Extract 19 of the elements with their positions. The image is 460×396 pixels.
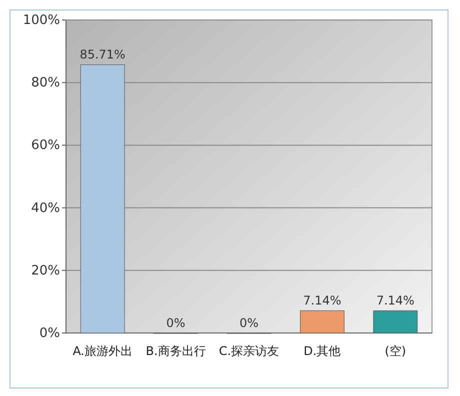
data-label: 0% [166,316,186,330]
bar [80,64,125,334]
y-tick-label: 60% [31,138,60,154]
x-tick-label: (空) [384,344,406,358]
bar [300,310,344,334]
y-tick-label: 20% [31,263,60,278]
data-label: 7.14% [303,294,342,308]
x-tick-label: D.其他 [304,344,341,358]
x-tick-label: C.探亲访友 [218,344,280,358]
data-label: 7.14% [376,294,414,308]
data-label: 0% [239,316,259,330]
y-tick-label: 40% [31,200,60,216]
y-tick-label: 80% [31,76,60,91]
x-tick-label: A.旅游外出 [72,344,133,358]
bar [373,310,418,334]
y-tick-label: 100% [22,13,60,28]
y-tick-label: 0% [39,326,60,341]
x-tick-label: B.商务出行 [146,344,206,358]
data-label: 85.71% [80,48,126,62]
